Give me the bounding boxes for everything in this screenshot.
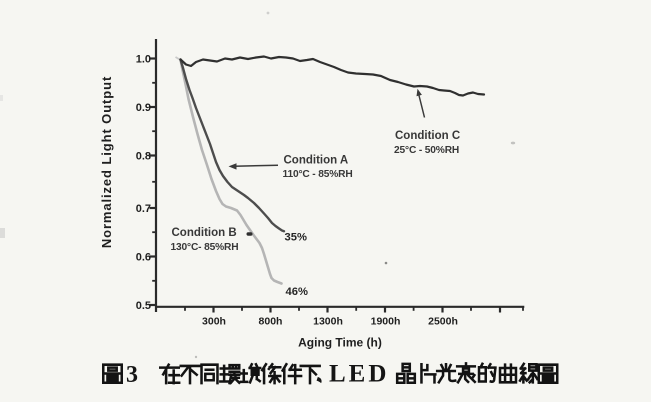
svg-text:0.6: 0.6 [136, 251, 151, 263]
svg-text:46%: 46% [286, 286, 308, 298]
svg-text:Aging Time (h): Aging Time (h) [298, 336, 382, 350]
svg-text:25°C - 50%RH: 25°C - 50%RH [394, 145, 459, 156]
svg-text:1.0: 1.0 [136, 53, 151, 65]
svg-text:Condition A: Condition A [284, 155, 349, 167]
svg-text:0.9: 0.9 [136, 102, 151, 114]
svg-text:2500h: 2500h [428, 316, 458, 328]
svg-text:110°C - 85%RH: 110°C - 85%RH [283, 169, 353, 180]
svg-text:35%: 35% [285, 232, 307, 244]
svg-text:3: 3 [126, 362, 138, 388]
svg-text:300h: 300h [202, 316, 226, 328]
svg-text:Normalized Light Output: Normalized Light Output [99, 76, 114, 248]
svg-text:0.7: 0.7 [136, 203, 151, 215]
svg-text:1300h: 1300h [313, 316, 343, 328]
svg-text:Condition B: Condition B [172, 227, 237, 239]
svg-text:1900h: 1900h [371, 316, 401, 328]
svg-text:Condition C: Condition C [395, 130, 460, 142]
svg-text:130°C- 85%RH: 130°C- 85%RH [171, 242, 239, 253]
svg-text:0.5: 0.5 [136, 300, 151, 312]
svg-text:LED: LED [329, 361, 389, 388]
svg-text:800h: 800h [259, 316, 283, 328]
svg-text:0.8: 0.8 [136, 150, 151, 162]
